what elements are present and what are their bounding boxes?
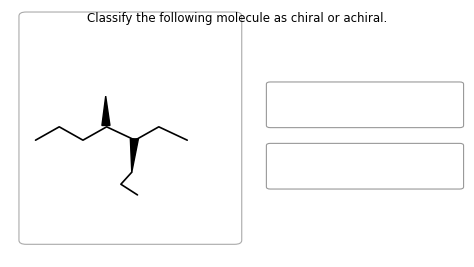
Polygon shape xyxy=(130,139,138,172)
Text: Classify the following molecule as chiral or achiral.: Classify the following molecule as chira… xyxy=(87,12,387,25)
Text: B) achiral: B) achiral xyxy=(282,160,338,173)
Text: A) chiral: A) chiral xyxy=(282,98,331,111)
FancyBboxPatch shape xyxy=(19,12,242,244)
FancyBboxPatch shape xyxy=(266,82,464,128)
FancyBboxPatch shape xyxy=(266,143,464,189)
Polygon shape xyxy=(102,96,110,125)
